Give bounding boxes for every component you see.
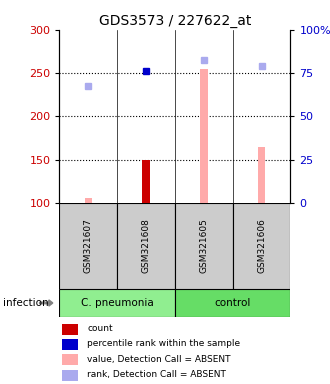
Text: rank, Detection Call = ABSENT: rank, Detection Call = ABSENT [87,370,226,379]
Text: GSM321607: GSM321607 [84,218,93,273]
Text: count: count [87,324,113,333]
Bar [200,69,208,203]
Text: infection: infection [3,298,49,308]
Bar [62,354,78,365]
FancyArrow shape [40,300,53,306]
Text: GSM321608: GSM321608 [142,218,150,273]
Text: GSM321605: GSM321605 [199,218,208,273]
Bar [117,203,175,289]
Bar [142,160,150,203]
Bar [84,199,92,203]
Bar [175,203,233,289]
Bar [175,289,290,317]
Bar [62,324,78,335]
Bar [258,147,265,203]
Text: control: control [214,298,251,308]
Text: C. pneumonia: C. pneumonia [81,298,153,308]
Bar [233,203,290,289]
Text: percentile rank within the sample: percentile rank within the sample [87,339,240,348]
Bar [62,370,78,381]
Bar [59,289,175,317]
Bar [59,203,117,289]
Text: GSM321606: GSM321606 [257,218,266,273]
Title: GDS3573 / 227622_at: GDS3573 / 227622_at [99,13,251,28]
Bar [62,339,78,350]
Text: value, Detection Call = ABSENT: value, Detection Call = ABSENT [87,355,231,364]
